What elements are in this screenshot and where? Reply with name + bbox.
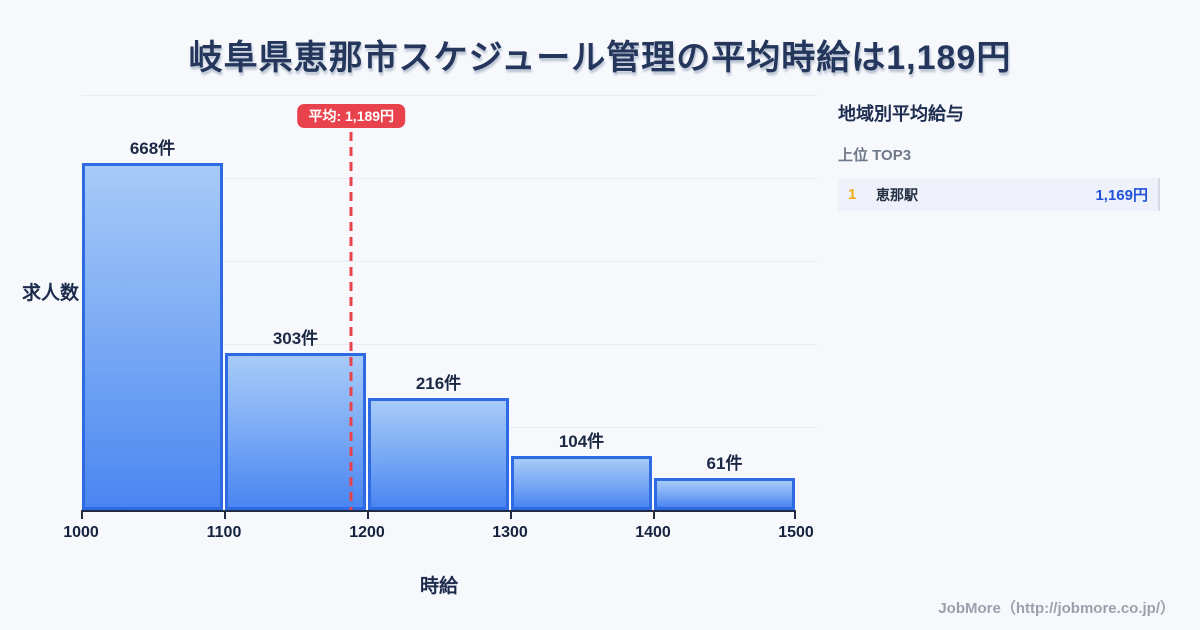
histogram-bar [511, 456, 652, 510]
plot-area: 668件 303件 216件 104件 61件 1000 1100 1200 1300 1400 1… [63, 95, 818, 541]
footer-credit: JobMore（http://jobmore.co.jp/） [938, 600, 1175, 617]
bar-value-label: 216件 [415, 373, 462, 393]
gridline [81, 95, 818, 96]
ranking-list: 1 恵那駅 1,169円 [838, 178, 1160, 211]
x-tick-label: 1100 [206, 524, 242, 541]
ranking-row: 1 恵那駅 1,169円 [838, 178, 1160, 211]
x-axis-tick [653, 512, 655, 519]
station-wage: 1,169円 [1095, 187, 1148, 204]
y-axis-label: 求人数 [22, 283, 80, 304]
x-axis-tick [81, 512, 83, 519]
gridline [81, 261, 818, 262]
bar-value-label: 303件 [272, 328, 319, 348]
x-tick-label: 1200 [349, 524, 385, 541]
station-name: 恵那駅 [876, 186, 918, 203]
x-axis-tick [224, 512, 226, 519]
x-axis-tick [794, 512, 796, 519]
bar-value-label: 104件 [558, 432, 605, 452]
rank-number: 1 [848, 186, 857, 203]
histogram-bar [654, 478, 795, 510]
mean-badge: 平均: 1,189円 [297, 104, 406, 128]
histogram-bar [368, 397, 509, 510]
x-axis-label: 時給 [419, 576, 459, 597]
region-salary-panel: 地域別平均給与 上位 TOP3 1 恵那駅 1,169円 [838, 103, 1160, 211]
x-tick-label: 1000 [63, 524, 99, 541]
gridline [81, 344, 818, 345]
x-axis-tick [510, 512, 512, 519]
bar-value-label: 61件 [706, 454, 743, 474]
panel-title: 地域別平均給与 [838, 104, 964, 124]
histogram-bar [225, 352, 366, 510]
x-tick-label: 1500 [778, 524, 814, 541]
bar-value-label: 668件 [129, 139, 176, 159]
histogram-bar [82, 163, 223, 510]
x-tick-label: 1300 [492, 524, 528, 541]
gridline [81, 178, 818, 179]
x-axis-tick [367, 512, 369, 519]
panel-subtitle: 上位 TOP3 [838, 147, 912, 164]
mean-line [349, 132, 353, 510]
page-title: 岐阜県恵那市スケジュール管理の平均時給は1,189円 [188, 39, 1012, 77]
x-tick-label: 1400 [635, 524, 671, 541]
